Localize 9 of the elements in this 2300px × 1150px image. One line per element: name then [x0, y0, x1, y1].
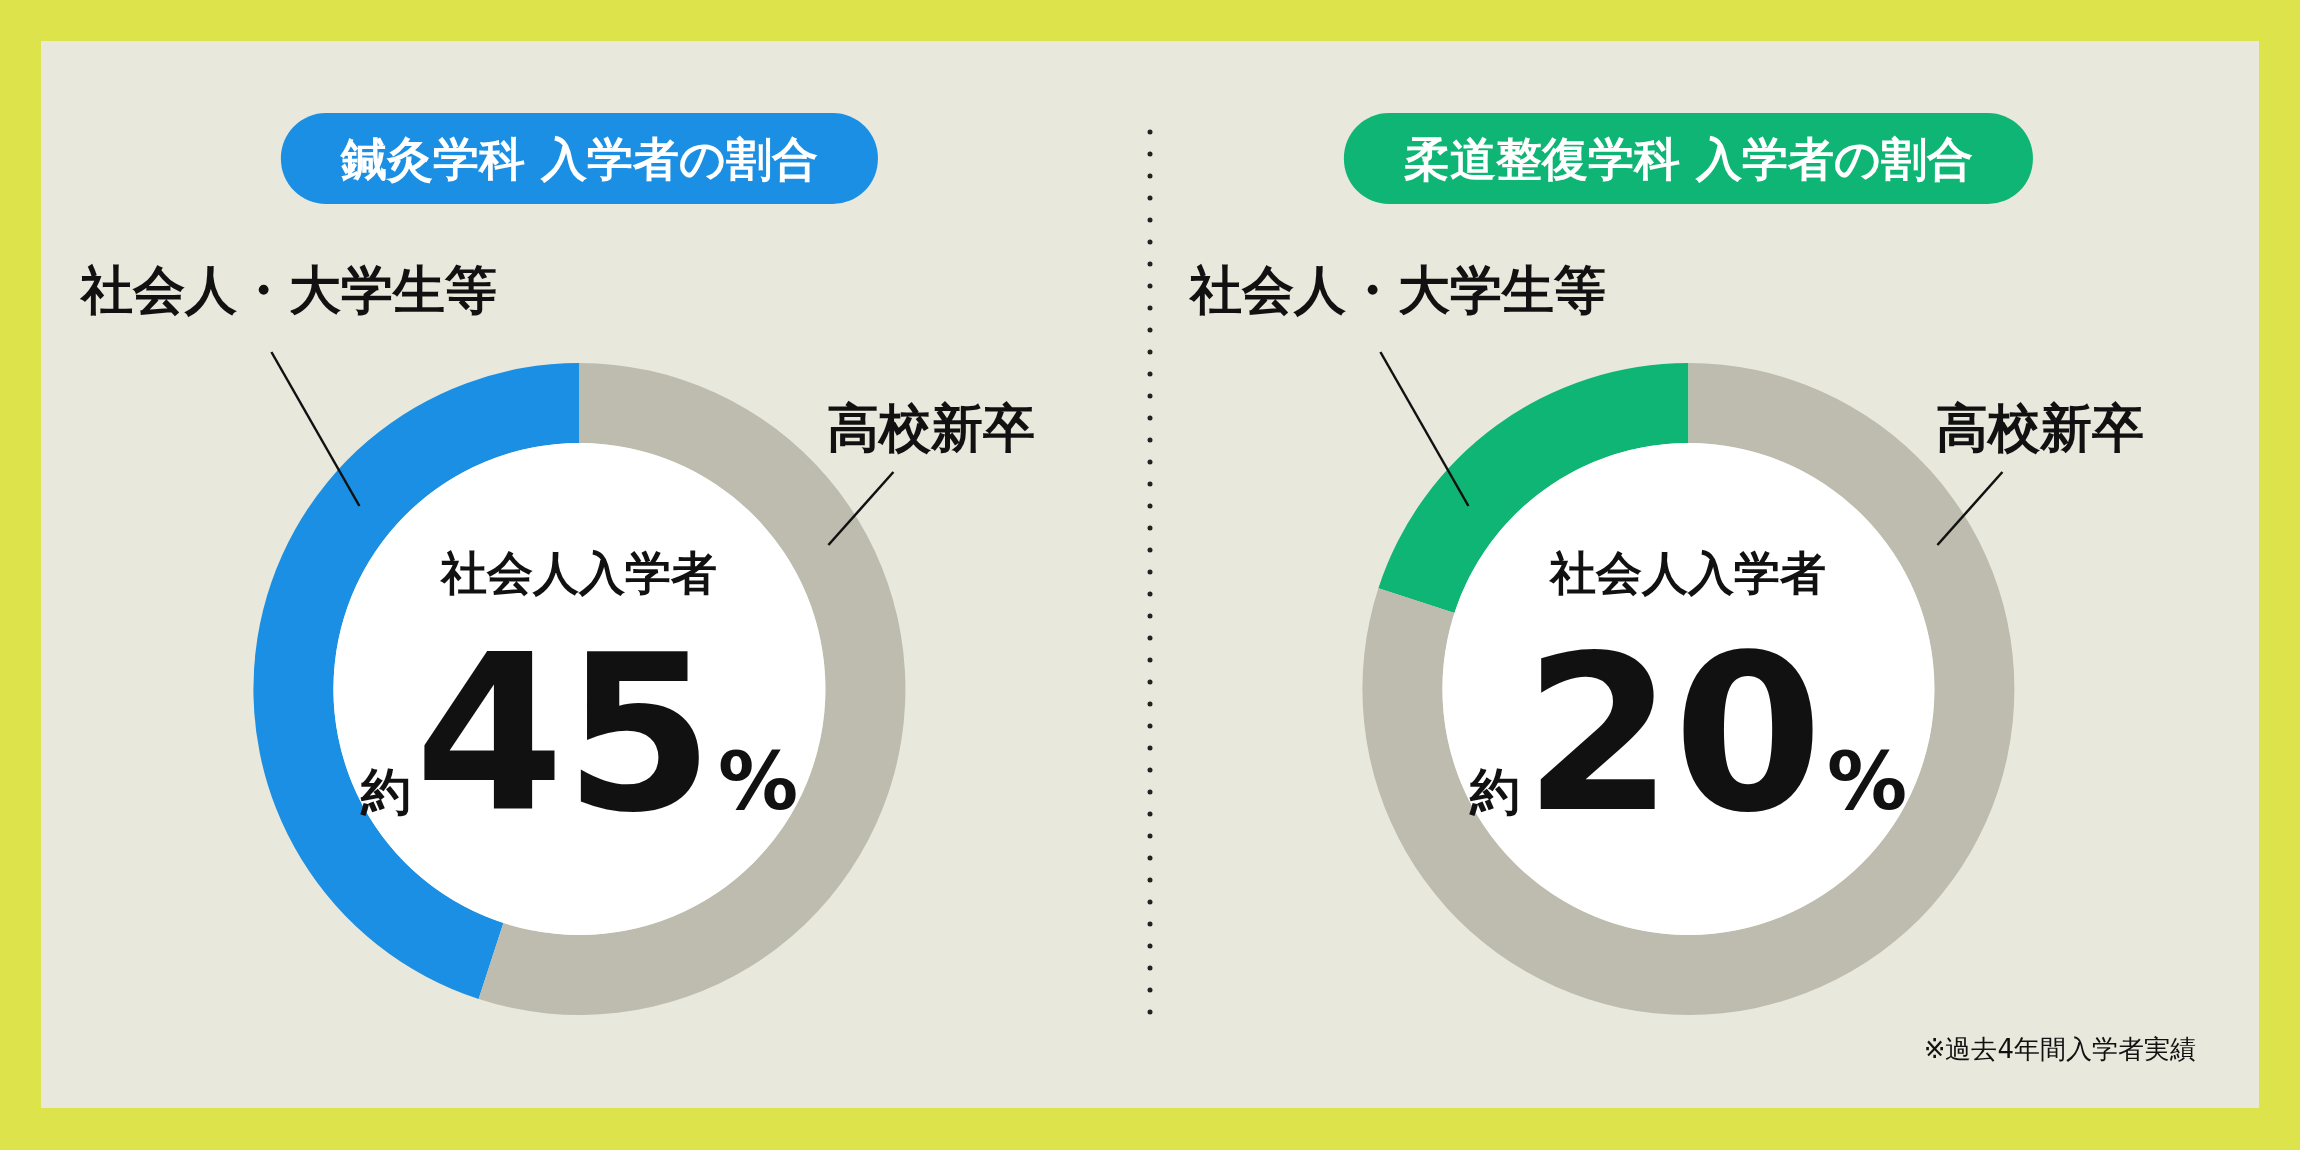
- text: 社会人入学者: [439, 546, 718, 600]
- chart-title: 柔道整復学科 入学者の割合: [1403, 132, 1973, 186]
- slice-label: 社会人・大学生等: [1188, 260, 1607, 320]
- slice-label: 社会人・大学生等: [79, 260, 498, 320]
- text: ※過去4年間入学者実績: [1923, 1034, 2196, 1064]
- chart-title: 鍼灸学科 入学者の割合: [339, 132, 818, 186]
- slice-label: 高校新卒: [827, 398, 1036, 458]
- slice-label: 高校新卒: [1936, 398, 2145, 458]
- text: 社会人入学者: [1548, 546, 1827, 600]
